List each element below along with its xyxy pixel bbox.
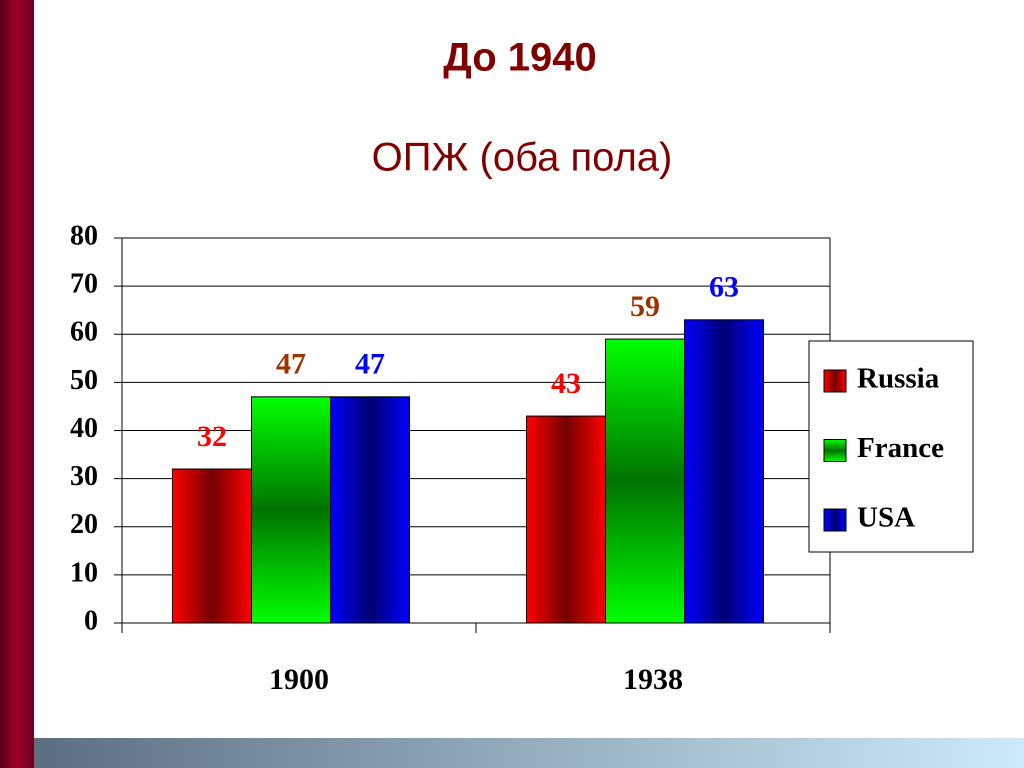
y-tick-label: 30 [70, 461, 98, 492]
chart-subtitle: ОПЖ (оба пола) [372, 136, 673, 180]
value-label: 59 [630, 290, 660, 323]
value-label: 32 [197, 420, 227, 453]
y-tick-label: 50 [70, 365, 98, 396]
y-tick-label: 10 [70, 557, 98, 588]
legend-swatch [823, 508, 847, 532]
y-tick-label: 40 [70, 413, 98, 444]
legend-swatch [823, 369, 847, 393]
y-tick-label: 70 [70, 269, 98, 300]
bar [251, 396, 331, 624]
value-label: 43 [551, 367, 581, 400]
legend-label: Russia [857, 363, 940, 395]
x-tick-label: 1938 [623, 663, 683, 696]
y-tick-label: 60 [70, 317, 98, 348]
y-tick-label: 80 [70, 220, 98, 251]
bar [526, 415, 606, 624]
x-tick-label: 1900 [269, 663, 329, 696]
chart-title: До 1940 [443, 36, 597, 80]
legend-label: France [857, 432, 944, 464]
bottom-strip [34, 738, 1024, 768]
legend-swatch [823, 439, 847, 462]
value-label: 63 [709, 271, 739, 304]
legend: Russia France USA [808, 340, 974, 553]
y-tick-label: 20 [70, 509, 98, 540]
bar [684, 319, 764, 624]
legend-label: USA [857, 502, 915, 534]
y-tick-label: 0 [84, 605, 98, 636]
bar [172, 468, 252, 624]
bar [330, 396, 410, 624]
value-label: 47 [276, 348, 306, 381]
side-bar [0, 0, 34, 768]
value-label: 47 [355, 348, 385, 381]
bar [605, 338, 685, 624]
